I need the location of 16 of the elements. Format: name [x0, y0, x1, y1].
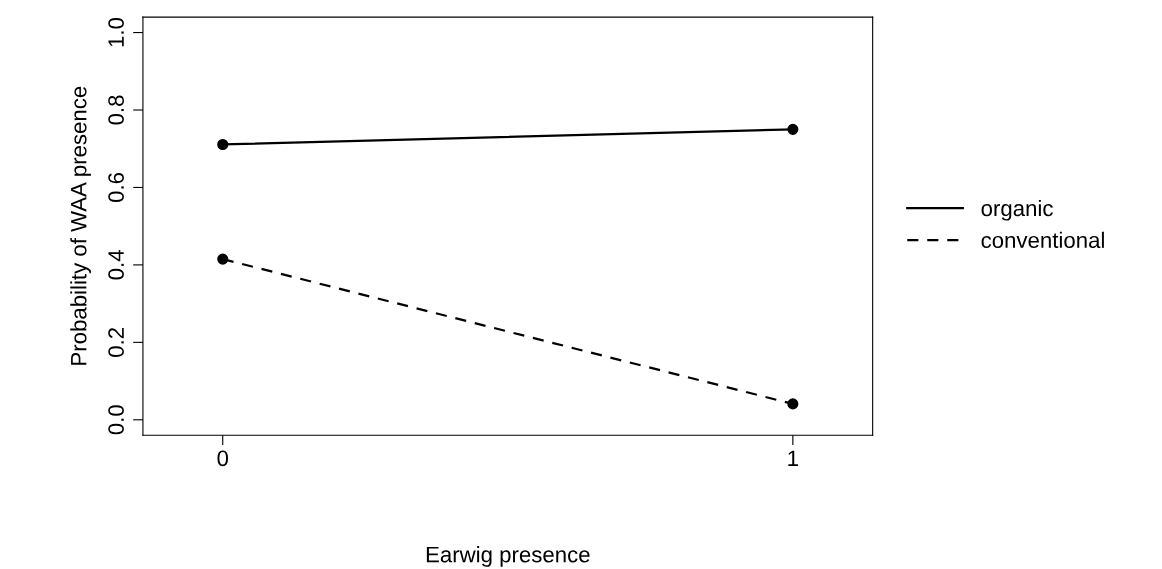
legend-label: conventional: [981, 231, 1104, 249]
x-tick-label: 0: [217, 450, 229, 467]
y-tick-label: 0.8: [108, 95, 124, 125]
point: [217, 138, 229, 151]
y-tick-label: 0.2: [108, 328, 124, 357]
y-tick-label: 0.0: [108, 405, 124, 435]
point: [787, 123, 799, 135]
y-axis-title: Probability of WAA presence: [70, 86, 91, 365]
legend-label: organic: [981, 199, 1053, 221]
y-tick-label: 0.6: [108, 172, 124, 203]
point: [787, 398, 799, 410]
y-tick-label: 1.0: [108, 17, 124, 47]
x-axis-title: Earwig presence: [426, 546, 590, 567]
y-tick-label: 0.4: [108, 250, 124, 280]
x-tick-label: 1: [788, 450, 798, 466]
point: [217, 253, 229, 265]
